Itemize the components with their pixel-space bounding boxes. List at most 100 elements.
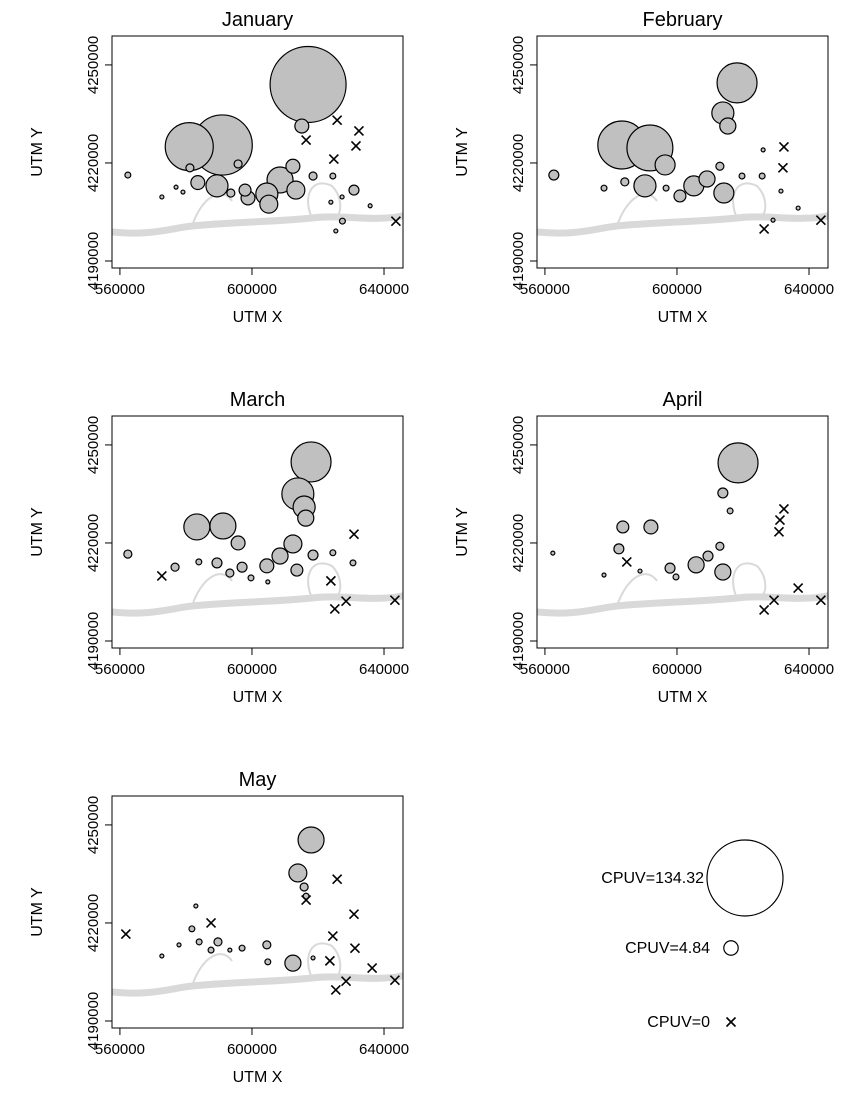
bubble bbox=[205, 174, 229, 198]
bubble bbox=[190, 175, 206, 191]
estuary bbox=[427, 36, 482, 214]
estuary bbox=[410, 796, 442, 972]
y-tick-label: 4250000 bbox=[510, 416, 527, 474]
zero-catch bbox=[367, 962, 378, 974]
y-tick-label: 4250000 bbox=[510, 36, 527, 94]
x-axis-label: UTM X bbox=[658, 309, 708, 326]
bubble bbox=[328, 199, 334, 205]
panel-title: February bbox=[642, 9, 722, 31]
zero-catch bbox=[778, 141, 789, 153]
bubble bbox=[288, 863, 308, 883]
bubble bbox=[209, 512, 237, 540]
bubble bbox=[299, 882, 309, 892]
estuary bbox=[307, 562, 342, 599]
bubble bbox=[770, 217, 776, 223]
estuary bbox=[835, 416, 860, 592]
y-tick-label: 4250000 bbox=[85, 796, 102, 854]
legend: CPUV=134.32 CPUV=4.84 CPUV=0 bbox=[601, 839, 784, 1031]
panel-title: April bbox=[662, 389, 702, 411]
zero-catch bbox=[774, 515, 786, 526]
bubble bbox=[702, 550, 714, 562]
zero-catch bbox=[120, 929, 131, 940]
x-tick-label: 560000 bbox=[95, 281, 145, 298]
bubble bbox=[283, 534, 303, 554]
y-tick-label: 4220000 bbox=[85, 894, 102, 952]
x-tick-label: 600000 bbox=[652, 281, 702, 298]
bubble bbox=[213, 937, 223, 947]
x-tick-label: 560000 bbox=[95, 1041, 145, 1058]
zero-catch bbox=[324, 955, 335, 966]
zero-catch bbox=[330, 984, 341, 996]
estuary bbox=[410, 36, 442, 212]
estuary bbox=[191, 573, 233, 607]
zero-catch bbox=[793, 582, 804, 594]
bubble bbox=[637, 568, 643, 574]
x-tick-label: 640000 bbox=[359, 1041, 409, 1058]
zero-catch bbox=[327, 930, 338, 942]
bubble bbox=[123, 549, 133, 559]
estuary bbox=[472, 516, 482, 588]
bubble bbox=[726, 507, 734, 515]
bubble bbox=[225, 568, 235, 578]
zero-catch bbox=[777, 162, 789, 173]
zero-catch bbox=[778, 503, 789, 515]
bubble bbox=[195, 558, 203, 566]
estuary bbox=[112, 972, 403, 997]
estuary bbox=[307, 942, 342, 979]
estuary bbox=[852, 36, 860, 214]
zero-catch bbox=[768, 595, 780, 606]
y-tick-label: 4250000 bbox=[85, 416, 102, 474]
bubble bbox=[339, 194, 345, 200]
bubble bbox=[211, 557, 223, 569]
zero-catch bbox=[389, 975, 400, 986]
bubble bbox=[159, 953, 165, 959]
estuary bbox=[452, 216, 472, 268]
panel-title: March bbox=[230, 389, 286, 411]
estuary bbox=[432, 598, 444, 648]
bubble bbox=[687, 556, 705, 574]
x-axis-label: UTM X bbox=[658, 689, 708, 706]
bubble bbox=[738, 172, 746, 180]
bubble bbox=[673, 189, 687, 203]
bubble bbox=[271, 547, 289, 565]
bubble bbox=[329, 549, 337, 557]
bubble bbox=[247, 574, 255, 582]
zero-catch bbox=[390, 216, 401, 227]
bubble bbox=[367, 203, 373, 209]
y-tick-label: 4220000 bbox=[510, 134, 527, 192]
bubble bbox=[348, 184, 360, 196]
estuary bbox=[427, 796, 482, 974]
zero-catch bbox=[759, 223, 770, 235]
estuary bbox=[616, 193, 658, 227]
panel: May UTM X UTM Y 560000 600000 640000 4190000 42… bbox=[29, 769, 482, 1086]
y-tick-label: 4220000 bbox=[510, 514, 527, 572]
plot-frame bbox=[536, 415, 829, 649]
bubble bbox=[227, 947, 233, 953]
estuary bbox=[537, 212, 828, 237]
estuary bbox=[410, 416, 442, 592]
bubble bbox=[601, 572, 607, 578]
bubble bbox=[550, 550, 556, 556]
plot-frame bbox=[536, 35, 829, 269]
x-tick-label: 560000 bbox=[95, 661, 145, 678]
zero-catch bbox=[340, 976, 352, 987]
bubble bbox=[238, 183, 252, 197]
zero-catch bbox=[348, 909, 360, 920]
bubble bbox=[180, 189, 186, 195]
bubble bbox=[183, 513, 211, 541]
legend-label: CPUV=134.32 bbox=[601, 870, 704, 887]
bubble bbox=[262, 940, 272, 950]
bubble bbox=[195, 938, 203, 946]
estuary bbox=[452, 596, 472, 648]
bubble bbox=[717, 442, 759, 484]
x-tick-label: 640000 bbox=[359, 281, 409, 298]
zero-catch bbox=[301, 135, 312, 146]
zero-catch bbox=[301, 895, 312, 906]
legend-cross bbox=[725, 1016, 737, 1028]
y-axis-label: UTM Y bbox=[29, 127, 46, 177]
estuary bbox=[472, 136, 482, 208]
bubble bbox=[176, 942, 182, 948]
estuary bbox=[191, 193, 233, 227]
zero-catch bbox=[325, 575, 336, 586]
